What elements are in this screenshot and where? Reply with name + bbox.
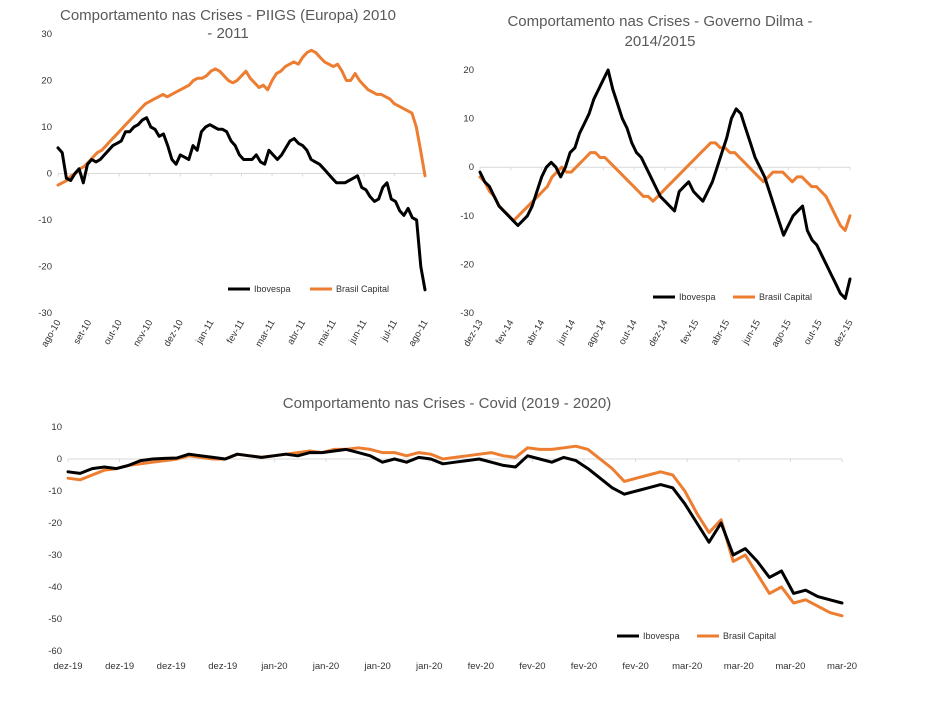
piigs-x-tick-label: mar-11 xyxy=(253,318,277,349)
covid-x-tick-label: jan-20 xyxy=(363,661,390,672)
covid-y-tick-label: -50 xyxy=(48,614,62,625)
dilma-x-tick-label: abr-15 xyxy=(709,318,732,347)
piigs-x-tick-label: jan-11 xyxy=(194,318,217,347)
covid-x-tick-label: mar-20 xyxy=(775,661,805,672)
piigs-x-tick-label: jul-11 xyxy=(379,318,400,344)
dilma-y-tick-label: 20 xyxy=(463,65,474,76)
dilma-x-tick-label: out-14 xyxy=(617,318,640,347)
dilma-y-tick-label: -30 xyxy=(460,308,474,319)
dilma-y-tick-label: 10 xyxy=(463,114,474,125)
dilma-series-brasil-capital xyxy=(478,141,852,232)
piigs-legend-label-ibovespa: Ibovespa xyxy=(254,284,291,294)
piigs-x-tick-label: set-10 xyxy=(71,318,94,346)
piigs-x-tick-label: nov-10 xyxy=(131,318,155,349)
dilma-title-line: 2014/2015 xyxy=(625,33,696,50)
piigs-x-tick-label: out-10 xyxy=(102,318,125,347)
piigs-title-line: Comportamento nas Crises - PIIGS (Europa… xyxy=(60,7,396,24)
piigs-series-ibovespa xyxy=(56,116,427,292)
dilma-x-tick-label: dez-14 xyxy=(647,318,671,349)
covid-x-tick-label: jan-20 xyxy=(312,661,339,672)
covid-x-tick-label: dez-19 xyxy=(105,661,134,672)
piigs-y-tick-label: 0 xyxy=(47,169,52,180)
dilma-x-tick-label: out-15 xyxy=(802,318,825,347)
covid-x-tick-label: fev-20 xyxy=(468,661,494,672)
covid-x-tick-label: jan-20 xyxy=(415,661,442,672)
covid-x-tick-label: fev-20 xyxy=(622,661,648,672)
chart-governo-dilma: Comportamento nas Crises - Governo Dilma… xyxy=(450,0,935,360)
covid-y-tick-label: -20 xyxy=(48,518,62,529)
dilma-x-tick-label: jun-14 xyxy=(555,318,578,347)
covid-x-tick-label: fev-20 xyxy=(571,661,597,672)
chart-piigs-svg: Comportamento nas Crises - PIIGS (Europa… xyxy=(38,7,431,349)
dilma-series-ibovespa xyxy=(478,68,852,300)
piigs-y-tick-label: -30 xyxy=(38,308,52,319)
dilma-title-line: Comportamento nas Crises - Governo Dilma… xyxy=(507,13,812,30)
covid-series-ibovespa xyxy=(66,447,844,605)
covid-x-tick-label: mar-20 xyxy=(724,661,754,672)
dilma-legend-label-ibovespa: Ibovespa xyxy=(679,292,716,302)
dilma-y-tick-label: 0 xyxy=(469,162,474,173)
piigs-legend-label-brasil-capital: Brasil Capital xyxy=(336,284,389,294)
piigs-y-tick-label: 20 xyxy=(41,76,52,87)
covid-x-tick-label: dez-19 xyxy=(53,661,82,672)
covid-y-tick-label: -40 xyxy=(48,582,62,593)
dilma-y-tick-label: -20 xyxy=(460,259,474,270)
dilma-x-tick-label: ago-14 xyxy=(585,318,609,349)
chart-piigs: Comportamento nas Crises - PIIGS (Europa… xyxy=(0,0,440,360)
covid-x-tick-label: jan-20 xyxy=(260,661,287,672)
covid-x-tick-label: mar-20 xyxy=(672,661,702,672)
piigs-title-line: - 2011 xyxy=(207,25,248,42)
piigs-y-tick-label: 30 xyxy=(41,29,52,40)
covid-x-tick-label: dez-19 xyxy=(208,661,237,672)
piigs-y-tick-label: -10 xyxy=(38,215,52,226)
piigs-x-tick-label: abr-11 xyxy=(285,318,308,347)
covid-y-tick-label: -30 xyxy=(48,550,62,561)
dilma-x-tick-label: dez-13 xyxy=(462,318,486,349)
dilma-x-tick-label: abr-14 xyxy=(524,318,547,347)
piigs-x-tick-label: mai-11 xyxy=(315,318,339,348)
piigs-x-tick-label: fev-11 xyxy=(225,318,247,346)
covid-title-line: Comportamento nas Crises - Covid (2019 -… xyxy=(283,395,611,412)
piigs-x-tick-label: ago-10 xyxy=(39,318,63,349)
chart-covid-svg: Comportamento nas Crises - Covid (2019 -… xyxy=(48,395,857,672)
covid-y-tick-label: -10 xyxy=(48,486,62,497)
covid-y-tick-label: 0 xyxy=(57,454,62,465)
covid-legend-label-ibovespa: Ibovespa xyxy=(643,631,680,641)
piigs-x-tick-label: dez-10 xyxy=(162,318,186,349)
dilma-x-tick-label: ago-15 xyxy=(770,318,794,349)
covid-series-brasil-capital xyxy=(66,444,844,618)
piigs-y-tick-label: 10 xyxy=(41,122,52,133)
dilma-x-tick-label: dez-15 xyxy=(832,318,856,349)
piigs-x-tick-label: ago-11 xyxy=(407,318,431,349)
chart-governo-dilma-svg: Comportamento nas Crises - Governo Dilma… xyxy=(460,13,856,349)
covid-x-tick-label: dez-19 xyxy=(157,661,186,672)
covid-legend-label-brasil-capital: Brasil Capital xyxy=(723,631,776,641)
dilma-y-tick-label: -10 xyxy=(460,211,474,222)
chart-covid: Comportamento nas Crises - Covid (2019 -… xyxy=(0,385,935,700)
dilma-x-tick-label: jun-15 xyxy=(740,318,763,347)
piigs-x-tick-label: jun-11 xyxy=(347,318,370,347)
covid-y-tick-label: 10 xyxy=(51,422,62,433)
dilma-x-tick-label: fev-14 xyxy=(494,318,517,346)
covid-x-tick-label: fev-20 xyxy=(519,661,545,672)
piigs-y-tick-label: -20 xyxy=(38,262,52,273)
dilma-x-tick-label: fev-15 xyxy=(679,318,702,346)
piigs-series-brasil-capital xyxy=(56,48,427,187)
covid-x-tick-label: mar-20 xyxy=(827,661,857,672)
dilma-legend-label-brasil-capital: Brasil Capital xyxy=(759,292,812,302)
covid-y-tick-label: -60 xyxy=(48,646,62,657)
